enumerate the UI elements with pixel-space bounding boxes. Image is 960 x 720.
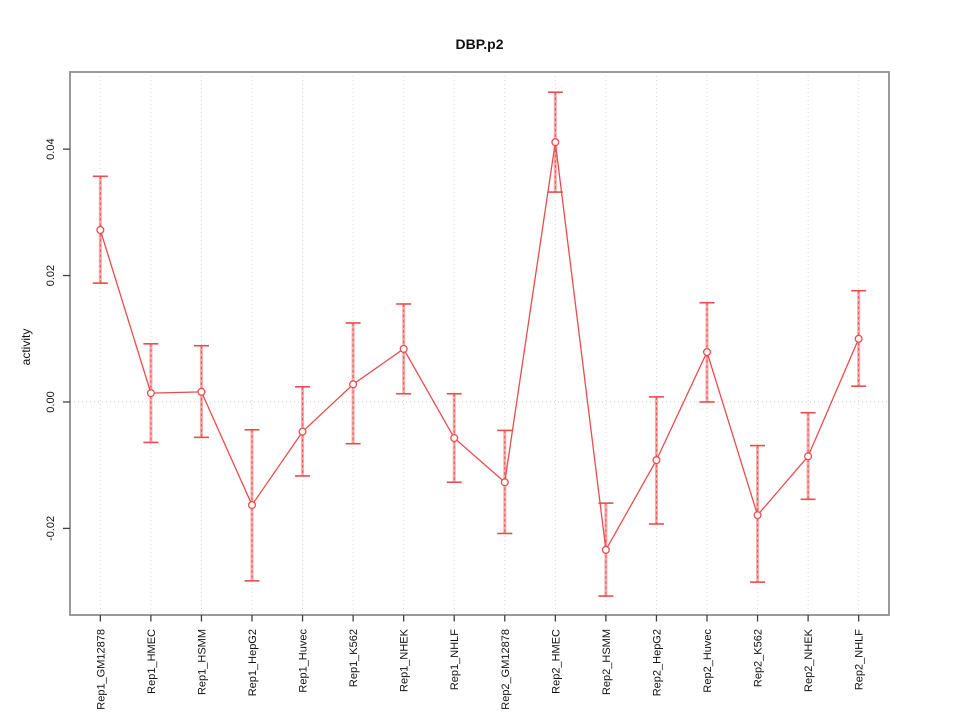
plot-border: [69, 71, 890, 616]
data-point-marker: [500, 478, 509, 487]
data-point-marker: [450, 433, 459, 443]
y-tick-label: -0.02: [45, 516, 57, 541]
data-point-marker: [96, 225, 105, 235]
data-point-marker: [146, 389, 155, 398]
data-point-marker: [652, 456, 661, 465]
y-tick-label: 0.04: [45, 138, 57, 159]
gridlines: [70, 72, 889, 615]
x-tick-label: Rep1_HepG2: [247, 629, 259, 696]
x-tick-label: Rep1_HSMM: [196, 629, 208, 695]
x-tick-label: Rep2_GM12878: [500, 629, 512, 710]
x-tick-label: Rep1_NHLF: [449, 629, 461, 690]
data-point-marker: [551, 138, 560, 147]
data-point-marker: [854, 334, 863, 343]
x-tick-label: Rep2_K562: [753, 629, 765, 687]
x-tick-label: Rep1_NHEK: [399, 628, 411, 692]
x-tick-label: Rep2_HepG2: [651, 629, 663, 696]
x-tick-label: Rep1_HMEC: [146, 629, 158, 694]
data-point-marker: [804, 452, 813, 461]
y-tick-labels: -0.02 0.00 0.02 0.04: [45, 138, 57, 541]
x-tick-label: Rep2_NHLF: [854, 629, 866, 690]
x-tick-label: Rep2_HSMM: [601, 629, 613, 695]
series-line: [99, 142, 860, 552]
data-point-markers: [96, 138, 863, 554]
y-axis-label: activity: [19, 329, 33, 366]
x-tick-label: Rep1_GM12878: [95, 629, 107, 710]
data-point-marker: [399, 344, 408, 353]
x-tick-label: Rep2_HMEC: [550, 629, 562, 694]
x-tick-label: Rep2_Huvec: [702, 629, 714, 693]
data-point-marker: [601, 545, 610, 554]
data-point-marker: [349, 380, 358, 389]
x-tick-label: Rep1_K562: [348, 629, 360, 687]
series-polyline: [99, 142, 860, 552]
axis-ticks: [63, 148, 860, 622]
x-tick-label: Rep2_NHEK: [803, 628, 815, 692]
data-point-marker: [247, 500, 257, 510]
data-point-marker: [298, 427, 307, 436]
y-tick-label: 0.00: [45, 391, 57, 412]
data-point-marker: [197, 387, 206, 396]
y-tick-label: 0.02: [45, 265, 57, 286]
data-point-marker: [702, 347, 712, 357]
x-tick-labels: Rep1_GM12878 Rep1_HMEC Rep1_HSMM Rep1_HepG2…: [95, 628, 865, 709]
x-tick-label: Rep1_Huvec: [298, 629, 310, 693]
data-point-marker: [753, 511, 762, 520]
chart-title: DBP.p2: [456, 36, 504, 52]
error-bars: [92, 91, 867, 597]
